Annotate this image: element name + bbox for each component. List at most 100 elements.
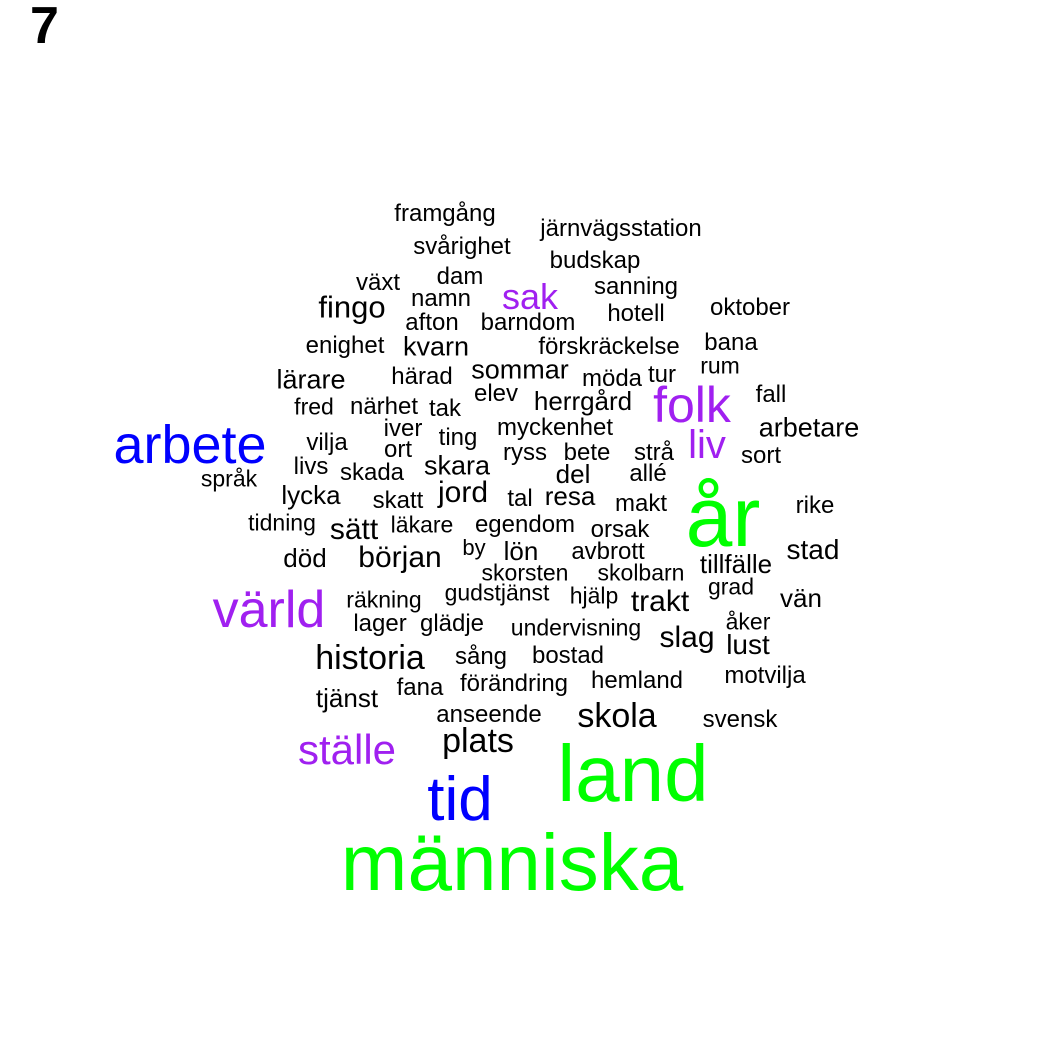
word-46: hotell (607, 300, 665, 327)
word-59: iver (383, 415, 423, 442)
word-61: vilja (306, 429, 348, 456)
word-3: år (685, 470, 761, 564)
word-76: tidning (248, 509, 316, 536)
word-56: fred (294, 393, 334, 420)
word-67: sort (740, 442, 782, 469)
word-58: tak (428, 395, 462, 422)
word-85: gudstjänst (444, 579, 550, 606)
word-64: ryss (503, 439, 547, 466)
word-57: närhet (349, 393, 419, 420)
word-23: kvarn (402, 331, 470, 362)
word-53: tur (647, 361, 677, 388)
word-51: härad (391, 363, 453, 390)
word-97: förändring (459, 670, 569, 697)
word-21: lust (726, 629, 770, 660)
word-42: namn (410, 285, 472, 312)
word-48: förskräckelse (538, 333, 680, 360)
word-49: bana (704, 329, 758, 356)
word-52: möda (581, 365, 643, 392)
word-65: bete (563, 439, 611, 466)
word-89: åker (725, 608, 771, 635)
word-12: plats (442, 722, 514, 760)
word-88: hjälp (569, 582, 619, 609)
word-83: skorsten (481, 559, 569, 586)
word-34: lycka (281, 480, 341, 510)
word-91: glädje (419, 610, 485, 637)
word-39: växt (355, 269, 401, 296)
word-32: tjänst (315, 683, 379, 713)
word-96: fana (396, 674, 444, 701)
word-8: ställe (297, 726, 397, 773)
word-25: skara (423, 450, 491, 481)
panel-label: 7 (30, 0, 59, 55)
word-33: död (283, 543, 327, 573)
word-19: slag (659, 621, 715, 654)
word-98: hemland (590, 667, 684, 694)
word-66: strå (633, 439, 675, 466)
word-11: historia (315, 639, 425, 677)
word-68: livs (293, 453, 329, 480)
word-54: elev (473, 380, 519, 407)
word-45: barndom (480, 309, 576, 336)
word-87: räkning (346, 586, 422, 613)
word-27: herrgård (533, 386, 633, 416)
word-2: land (557, 729, 709, 818)
word-82: tillfälle (699, 549, 773, 579)
word-100: svensk (702, 706, 778, 733)
word-15: början (358, 541, 442, 574)
word-55: fall (755, 381, 787, 408)
word-92: undervisning (510, 614, 642, 641)
word-40: dam (436, 263, 484, 290)
word-81: avbrott (571, 538, 645, 565)
word-80: by (462, 535, 486, 560)
word-79: orsak (590, 516, 650, 543)
word-6: värld (212, 581, 326, 639)
word-10: sak (501, 276, 559, 317)
word-71: språk (200, 465, 258, 492)
word-43: oktober (709, 294, 791, 321)
word-86: grad (707, 573, 755, 600)
word-72: skatt (372, 487, 424, 514)
word-1: människa (340, 818, 684, 907)
word-29: resa (544, 481, 596, 511)
word-74: makt (614, 490, 668, 517)
word-93: sång (454, 643, 508, 670)
word-30: vän (780, 583, 822, 613)
word-75: rike (795, 492, 835, 519)
word-35: framgång (394, 200, 496, 227)
word-17: sätt (329, 513, 379, 546)
word-7: folk (653, 377, 731, 433)
word-36: järnvägsstation (540, 215, 702, 242)
word-26: sommar (471, 354, 569, 385)
word-84: skolbarn (597, 559, 685, 586)
word-47: enighet (305, 332, 385, 359)
word-28: lön (503, 536, 539, 566)
word-70: allé (629, 460, 667, 487)
word-95: motvilja (724, 662, 806, 689)
word-13: skola (577, 697, 657, 735)
word-24: lärare (276, 364, 346, 395)
word-31: del (555, 459, 591, 489)
word-14: fingo (318, 289, 386, 325)
word-4: tid (427, 765, 493, 834)
word-94: bostad (531, 642, 605, 669)
word-22: arbetare (758, 412, 860, 443)
word-60: myckenhet (496, 414, 614, 441)
word-44: afton (405, 309, 459, 336)
word-9: liv (688, 423, 726, 467)
word-38: budskap (549, 247, 641, 274)
word-78: egendom (474, 511, 576, 538)
word-20: stad (786, 534, 840, 565)
word-77: läkare (390, 511, 454, 538)
word-41: sanning (593, 273, 679, 300)
word-18: trakt (630, 585, 690, 618)
word-99: anseende (436, 701, 542, 728)
word-62: ting (438, 424, 478, 451)
word-5: arbete (113, 415, 267, 475)
word-90: lager (353, 610, 407, 637)
word-73: tal (507, 485, 533, 512)
word-50: rum (700, 352, 740, 379)
word-69: skada (339, 459, 405, 486)
word-63: ort (383, 436, 413, 463)
